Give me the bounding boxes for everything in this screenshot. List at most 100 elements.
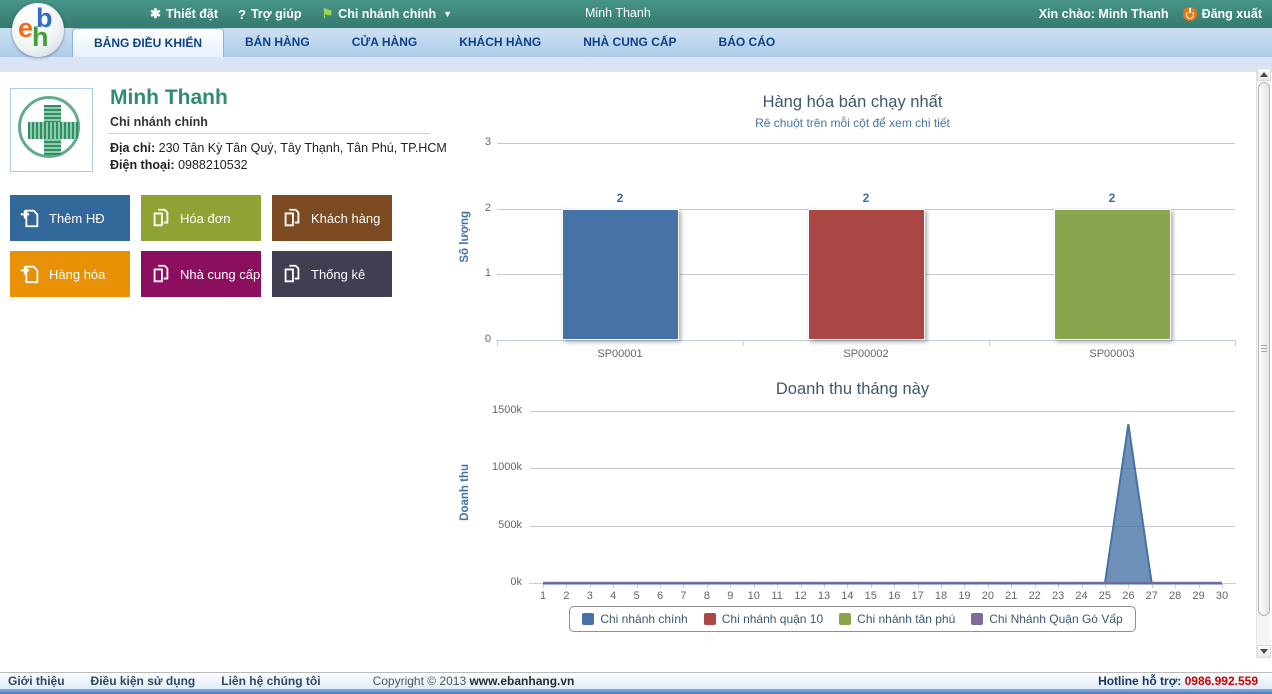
bar-SP00002[interactable] [807, 208, 925, 340]
legend-swatch [839, 613, 852, 625]
greeting-text: Xin chào: Minh Thanh [1038, 7, 1169, 21]
x-tick [870, 584, 872, 588]
scroll-down-button[interactable] [1257, 645, 1271, 658]
x-tick [543, 584, 544, 588]
bar-SP00003[interactable] [1053, 208, 1171, 340]
legend-swatch [971, 613, 984, 625]
day-label: 29 [1192, 590, 1205, 602]
pharmacy-cross-icon [18, 96, 80, 158]
products-button[interactable]: Hàng hóa [10, 251, 130, 297]
logo-letter-h: h [32, 22, 49, 52]
day-label: 28 [1169, 590, 1182, 602]
address-label: Địa chỉ: [110, 141, 156, 155]
y-tick-label: 1 [484, 267, 491, 280]
tab-reports[interactable]: BÁO CÁO [718, 35, 776, 49]
question-icon: ? [238, 6, 246, 22]
day-label: 18 [934, 590, 948, 602]
scroll-down-icon [1260, 649, 1268, 654]
y-tick-label: 1500k [492, 404, 522, 416]
invoices-button[interactable]: Hóa đơn [141, 195, 261, 241]
logout-button[interactable]: Đăng xuất [1182, 7, 1262, 21]
x-tick [917, 584, 919, 588]
x-tick [589, 584, 591, 588]
copy-document-icon [153, 208, 169, 227]
pharmacy-logo-image [10, 88, 93, 172]
star-icon: ✱ [150, 6, 161, 21]
vertical-scrollbar[interactable] [1256, 68, 1271, 658]
settings-menu-item[interactable]: ✱ Thiết đặt [150, 6, 218, 22]
x-tick [753, 584, 755, 588]
day-label: 3 [586, 590, 593, 602]
legend-box: Chi nhánh chính Chi nhánh quận 10 Chi nhán… [569, 606, 1136, 632]
footer-link-about[interactable]: Giới thiệu [8, 674, 65, 688]
legend-item[interactable]: Chi nhánh tân phú [839, 612, 955, 626]
button-label: Nhà cung cấp [180, 266, 261, 282]
button-label: Thống kê [311, 266, 366, 282]
revenue-area-series [543, 423, 1222, 585]
x-tick [613, 584, 615, 588]
legend-item[interactable]: Chi Nhánh Quận Gò Vấp [971, 612, 1123, 626]
subheader-strip [0, 57, 1272, 72]
branch-selector-label: Chi nhánh chính [338, 7, 437, 21]
tab-sales[interactable]: BÁN HÀNG [245, 35, 310, 49]
hotline-number: 0986.992.559 [1184, 674, 1258, 688]
footer-link-contact[interactable]: Liên hệ chúng tôi [221, 674, 321, 688]
x-tick [706, 584, 708, 588]
copy-document-icon [284, 264, 300, 283]
address-value: 230 Tân Kỳ Tân Quý, Tây Thạnh, Tân Phú, … [158, 141, 447, 155]
x-tick [1058, 584, 1060, 588]
branch-name: Chi nhánh chính [110, 115, 208, 129]
flag-icon: ⚑ [321, 6, 334, 21]
day-label: 14 [841, 590, 854, 602]
phone-line: Điện thoại: 0988210532 [110, 158, 248, 172]
y-tick-label: 500k [498, 518, 522, 531]
footer: Giới thiệu Điều kiện sử dụng Liên hệ chú… [0, 672, 1272, 689]
tab-dashboard[interactable]: BẢNG ĐIỀU KHIỂN [72, 28, 225, 57]
scroll-up-icon [1260, 72, 1268, 77]
category-label: SP00001 [597, 348, 643, 360]
x-tick [1175, 584, 1177, 588]
y-tick-label: 2 [484, 201, 491, 214]
scroll-up-button[interactable] [1257, 68, 1271, 81]
x-axis-line [496, 340, 1236, 341]
tab-customers[interactable]: KHÁCH HÀNG [459, 35, 542, 49]
suppliers-button[interactable]: Nhà cung cấp [141, 251, 261, 297]
topbar-menu: ✱ Thiết đặt ? Trợ giúp ⚑ Chi nhánh chính… [150, 0, 452, 28]
tab-store[interactable]: CỬA HÀNG [351, 35, 418, 49]
x-tick [777, 584, 779, 588]
y-tick-label: 0 [484, 333, 491, 345]
chart-title: Doanh thu tháng này [775, 380, 930, 398]
legend-item[interactable]: Chi nhánh chính [582, 612, 688, 626]
help-menu-item[interactable]: ? Trợ giúp [238, 7, 302, 22]
day-label: 20 [981, 590, 994, 602]
branch-selector[interactable]: ⚑ Chi nhánh chính ▼ [322, 6, 453, 22]
bar-value-label: 2 [1108, 190, 1116, 205]
day-label: 2 [563, 590, 570, 602]
bar-value-label: 2 [616, 190, 624, 205]
bar-SP00001[interactable] [561, 208, 679, 340]
x-tick [636, 584, 638, 588]
logout-label: Đăng xuất [1201, 7, 1262, 21]
add-invoice-button[interactable]: Thêm HĐ [10, 195, 130, 241]
customers-button[interactable]: Khách hàng [272, 195, 392, 241]
scrollbar-thumb[interactable] [1258, 82, 1270, 616]
topbar-right: Xin chào: Minh Thanh Đăng xuất [1039, 0, 1262, 28]
footer-links: Giới thiệu Điều kiện sử dụng Liên hệ chú… [0, 674, 574, 688]
copy-document-icon [153, 264, 169, 283]
day-label: 10 [747, 590, 760, 602]
tab-suppliers[interactable]: NHÀ CUNG CẤP [583, 35, 677, 49]
footer-link-terms[interactable]: Điều kiện sử dụng [90, 674, 196, 688]
day-label: 22 [1028, 590, 1041, 602]
logo-letter-e: e [18, 13, 34, 43]
main-nav: BẢNG ĐIỀU KHIỂN BÁN HÀNG CỬA HÀNG KHÁCH … [0, 28, 1272, 57]
ebanhang-logo[interactable]: e b h [12, 3, 64, 57]
button-label: Hàng hóa [49, 266, 106, 282]
x-tick [1011, 584, 1013, 588]
day-label: 5 [633, 590, 640, 602]
day-label: 4 [610, 590, 617, 602]
x-tick [987, 584, 989, 588]
legend-item[interactable]: Chi nhánh quận 10 [703, 612, 823, 626]
statistics-button[interactable]: Thống kê [272, 251, 392, 297]
chevron-down-icon: ▼ [443, 9, 453, 19]
store-name: Minh Thanh [110, 86, 228, 109]
